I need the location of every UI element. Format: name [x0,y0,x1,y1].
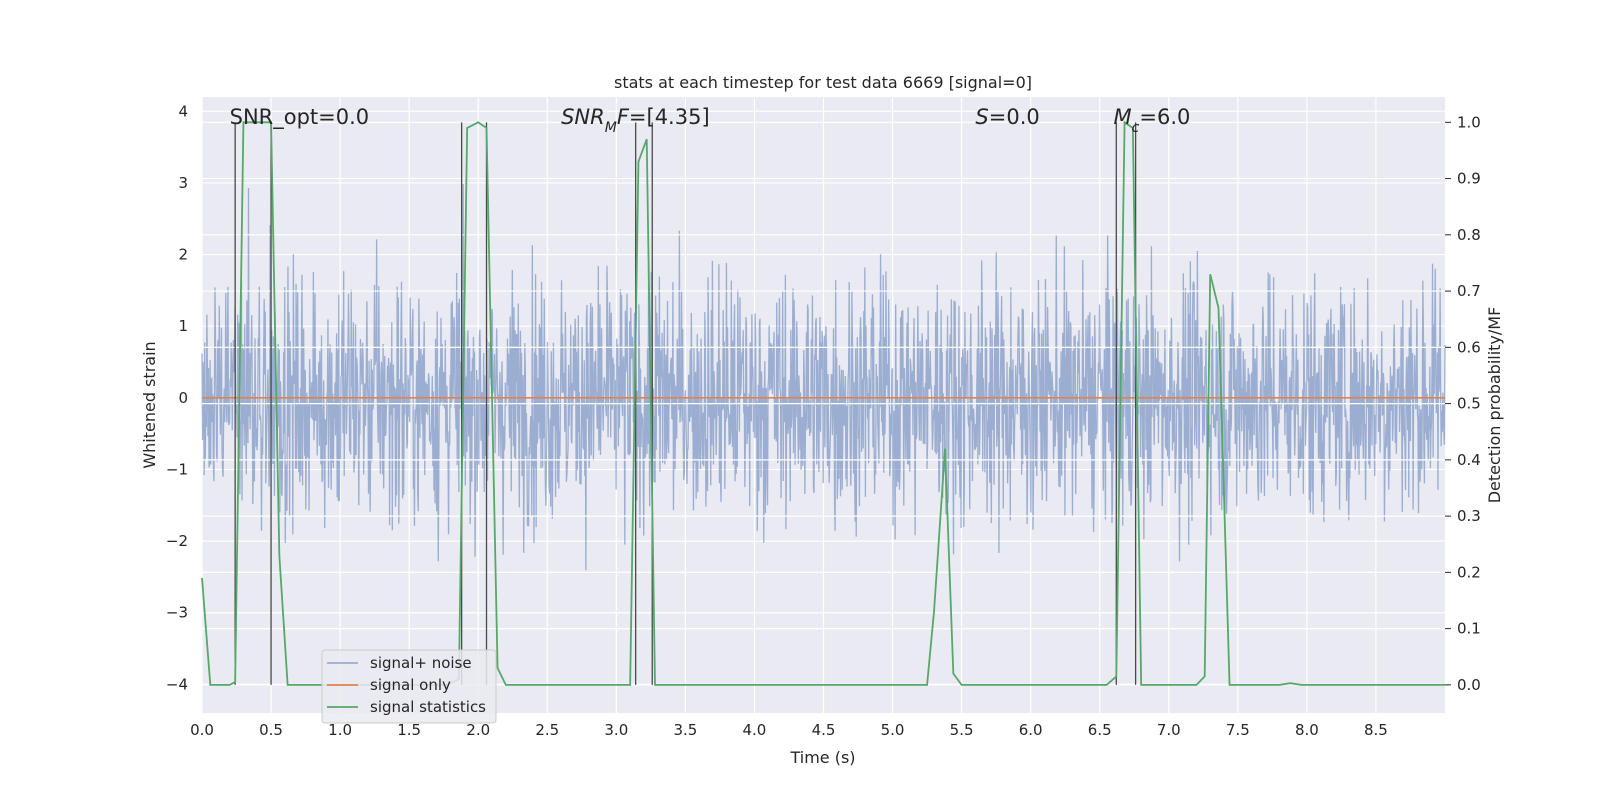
y2-tick-label: 0.5 [1457,395,1481,413]
y2-tick-label: 0.8 [1457,226,1481,244]
y-tick-label: −2 [166,532,188,550]
y2-axis-label: Detection probability/MF [1485,307,1504,504]
annotation-segment: M [1114,105,1132,129]
signal-statistics-line [201,120,1445,686]
legend-box [321,649,497,724]
x-tick-label: 3.5 [673,721,697,739]
x-tick-label: 1.0 [328,721,352,739]
x-tick-label: 0.5 [259,721,283,739]
x-tick-label: 7.5 [1226,721,1250,739]
y2-tick-label: 0.6 [1457,338,1481,356]
annotation-text: S=0.0 [975,105,1039,129]
annotation-text: SNRMF=[4.35] [561,105,710,136]
legend-label-signal-noise: signal+ noise [370,654,472,672]
y2-tick-label: 0.7 [1457,282,1481,300]
annotation-segment: SNR [561,105,605,129]
annotation-segment: SNR_opt=0.0 [230,105,370,130]
annotations: SNR_opt=0.0 SNRMF=[4.35] S=0.0 Mc=6.0 [230,105,1191,136]
x-tick-label: 1.5 [397,721,421,739]
y2-tick-label: 0.3 [1457,507,1481,525]
x-tick-label: 2.0 [466,721,490,739]
y2-tick-label: 0.2 [1457,563,1481,581]
y-axis-label: Whitened strain [140,341,159,468]
legend-label-signal-only: signal only [370,676,451,694]
y-tick-label: −3 [166,604,188,622]
legend-label-signal-statistics: signal statistics [370,698,486,716]
y-tick-label: −1 [166,460,188,478]
legend: signal+ noise signal only signal statist… [321,649,497,724]
x-tick-label: 3.0 [604,721,628,739]
y2-tick-label: 0.0 [1457,676,1481,694]
x-ticks: 0.0 0.5 1.0 1.5 2.0 2.5 3.0 3.5 4.0 4.5 5.0 5.5 6.0 6… [190,721,1388,739]
x-tick-label: 5.0 [881,721,905,739]
y2-tick-label: 1.0 [1457,113,1481,131]
y-ticks: −4 −3 −2 −1 0 1 2 3 4 [166,102,188,693]
x-tick-label: 4.0 [743,721,767,739]
signal-noise-series [201,184,1446,571]
annotation-text: Mc=6.0 [1114,105,1191,136]
annotation-segment: =0.0 [989,105,1040,129]
x-tick-label: 6.5 [1088,721,1112,739]
y2-ticks: 0.0 0.1 0.2 0.3 0.4 0.5 0.6 0.7 0.8 0.9 1.0 [1445,113,1481,694]
x-tick-label: 8.5 [1364,721,1388,739]
x-tick-label: 7.0 [1157,721,1181,739]
chart-title: stats at each timestep for test data 666… [614,73,1032,92]
y-tick-label: 0 [178,389,188,407]
annotation-segment: =6.0 [1139,105,1190,129]
annotation-segment: F [617,105,630,129]
grid-overlay [202,121,1445,686]
x-tick-label: 8.0 [1295,721,1319,739]
x-tick-label: 2.5 [535,721,559,739]
x-tick-label: 6.0 [1019,721,1043,739]
y2-tick-label: 0.1 [1457,620,1481,638]
x-tick-label: 5.5 [950,721,974,739]
annotation-segment: =[4.35] [629,105,710,129]
x-axis-label: Time (s) [789,748,855,767]
y-tick-label: −4 [166,675,188,693]
annotation-segment: c [1132,120,1140,136]
x-tick-label: 0.0 [190,721,214,739]
x-tick-label: 4.5 [812,721,836,739]
y-tick-label: 3 [178,174,188,192]
vertical-markers [234,122,1137,685]
annotation-segment: M [605,120,617,136]
annotation-text: SNR_opt=0.0 [230,105,370,130]
y2-tick-label: 0.4 [1457,451,1481,469]
y2-tick-label: 0.9 [1457,170,1481,188]
signal-noise-line [201,184,1446,571]
y-tick-label: 1 [178,317,188,335]
y-tick-label: 4 [178,102,188,120]
y-tick-label: 2 [178,246,188,264]
annotation-segment: S [975,105,988,129]
